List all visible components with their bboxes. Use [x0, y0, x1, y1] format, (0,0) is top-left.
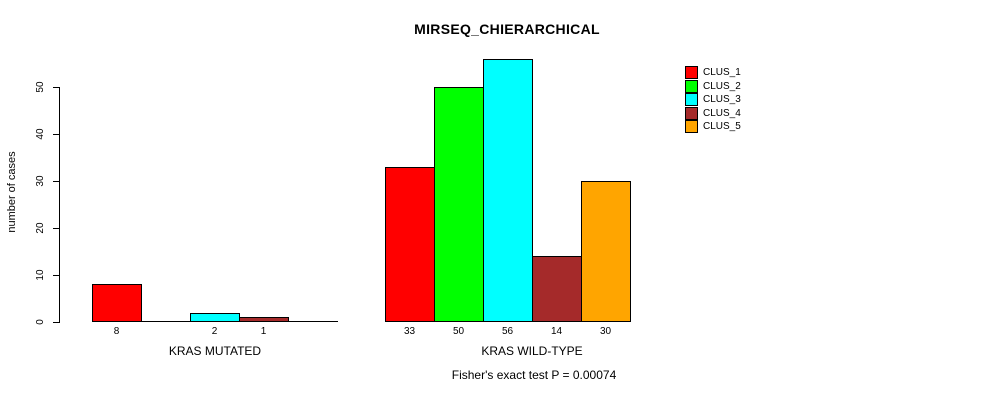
y-axis-tick-label: 50 — [35, 81, 46, 93]
bar-value-label: 1 — [260, 326, 267, 337]
legend-swatch-clus_1 — [685, 66, 698, 79]
bar-value-label: 2 — [211, 326, 218, 337]
bar-clus_1-kras-wild-type — [385, 167, 435, 322]
legend-label-clus_4: CLUS_4 — [703, 107, 741, 119]
bar-value-label: 8 — [113, 326, 120, 337]
bar-value-label: 50 — [452, 326, 465, 337]
group-label-kras-mutated: KRAS MUTATED — [168, 344, 262, 358]
y-axis-tick — [53, 228, 59, 229]
legend-swatch-clus_5 — [685, 120, 698, 133]
bar-clus_3-kras-wild-type — [483, 59, 533, 322]
bar-clus_2-kras-wild-type — [434, 87, 484, 322]
legend-item-clus_2: CLUS_2 — [685, 79, 765, 93]
y-axis-tick-label: 0 — [35, 319, 46, 325]
legend-item-clus_3: CLUS_3 — [685, 93, 765, 106]
bar-value-label: 56 — [501, 326, 514, 337]
group-label-kras-wild-type: KRAS WILD-TYPE — [481, 344, 583, 358]
y-axis-tick — [53, 181, 59, 182]
legend-swatch-clus_4 — [685, 106, 698, 120]
bar-value-label: 14 — [550, 326, 563, 337]
y-axis-tick — [53, 134, 59, 135]
stats-caption: Fisher's exact test P = 0.00074 — [451, 368, 617, 382]
legend-label-clus_2: CLUS_2 — [703, 80, 741, 92]
y-axis-tick-label: 30 — [35, 175, 46, 187]
bar-clus_4-kras-mutated — [239, 317, 289, 322]
y-axis-label: number of cases — [6, 151, 18, 233]
y-axis-tick-label: 10 — [35, 269, 46, 281]
bar-value-label: 30 — [599, 326, 612, 337]
legend-label-clus_3: CLUS_3 — [703, 94, 741, 105]
legend-item-clus_1: CLUS_1 — [685, 66, 765, 79]
bar-clus_5-kras-wild-type — [581, 181, 631, 322]
y-axis-tick-label: 20 — [35, 222, 46, 234]
legend-item-clus_4: CLUS_4 — [685, 106, 765, 120]
legend-label-clus_1: CLUS_1 — [703, 67, 741, 78]
y-axis-tick — [53, 87, 59, 88]
chart-title: MIRSEQ_CHIERARCHICAL — [414, 21, 600, 37]
y-axis-tick-label: 40 — [35, 128, 46, 140]
y-axis-tick — [53, 322, 59, 323]
y-axis-line — [59, 87, 60, 323]
y-axis-tick — [53, 275, 59, 276]
legend-label-clus_5: CLUS_5 — [703, 121, 741, 132]
bar-clus_3-kras-mutated — [190, 313, 240, 322]
legend-swatch-clus_3 — [685, 93, 698, 106]
legend-item-clus_5: CLUS_5 — [685, 120, 765, 133]
bar-value-label: 33 — [403, 326, 416, 337]
bar-clus_4-kras-wild-type — [532, 256, 582, 322]
bar-clus_1-kras-mutated — [92, 284, 142, 322]
legend-swatch-clus_2 — [685, 79, 698, 93]
